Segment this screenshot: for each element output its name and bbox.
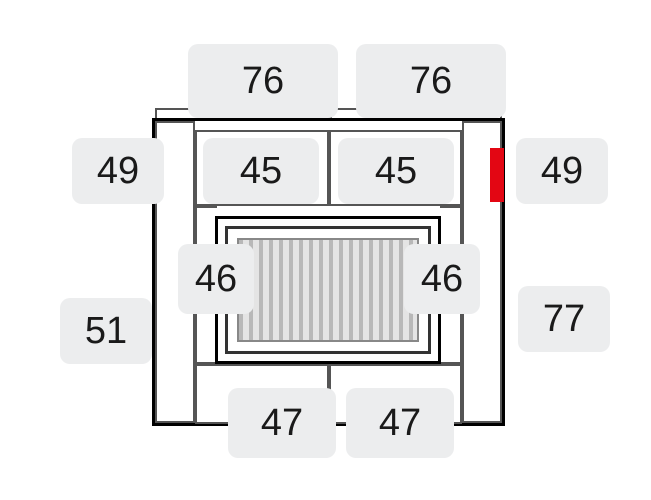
label-text: 47: [379, 402, 421, 445]
label-text: 49: [97, 150, 139, 193]
label-text: 49: [541, 150, 583, 193]
label-49-left: 49: [72, 138, 164, 204]
label-46-left: 46: [178, 244, 254, 314]
label-text: 77: [543, 298, 585, 341]
label-45-left: 45: [203, 138, 319, 204]
label-text: 76: [242, 60, 284, 103]
diagram-stage: 76 76 49 45 45 49 46 46 51 77 47 47: [0, 0, 651, 500]
label-76-left: 76: [188, 44, 338, 118]
grill-inner: [237, 238, 419, 342]
label-text: 45: [240, 150, 282, 193]
label-text: 45: [375, 150, 417, 193]
label-text: 46: [195, 258, 237, 301]
red-indicator: [490, 148, 504, 202]
label-text: 51: [85, 310, 127, 353]
label-77: 77: [518, 286, 610, 352]
label-text: 47: [261, 402, 303, 445]
label-text: 76: [410, 60, 452, 103]
label-76-right: 76: [356, 44, 506, 118]
label-49-right: 49: [516, 138, 608, 204]
label-text: 46: [421, 258, 463, 301]
label-47-right: 47: [346, 388, 454, 458]
label-46-right: 46: [404, 244, 480, 314]
label-45-right: 45: [338, 138, 454, 204]
label-51: 51: [60, 298, 152, 364]
label-47-left: 47: [228, 388, 336, 458]
